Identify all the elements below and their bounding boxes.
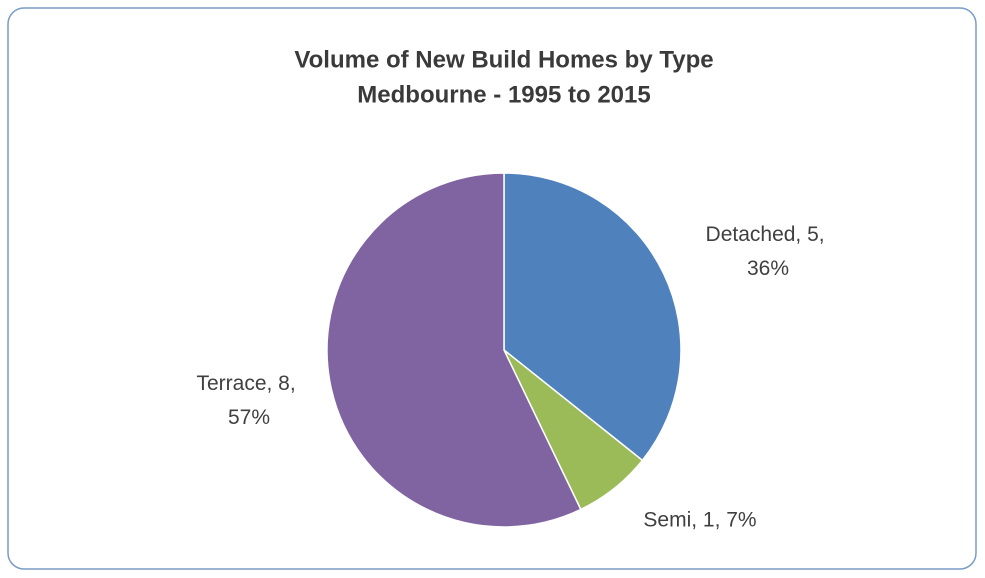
pie-slice <box>503 172 682 462</box>
data-label-line: 36% <box>747 257 789 280</box>
data-label: Detached, 5, 36% <box>706 223 831 280</box>
chart-title: Volume of New Build Homes by Type <box>294 46 713 73</box>
data-label: Terrace, 8, 57% <box>196 372 301 429</box>
pie-slice <box>326 172 582 528</box>
chart-subtitle: Medbourne - 1995 to 2015 <box>357 81 650 108</box>
data-label: Semi, 1, 7% <box>643 509 756 532</box>
data-label-line: Detached, 5, <box>706 223 831 246</box>
data-label-line: 57% <box>228 406 270 429</box>
data-label-line: Terrace, 8, <box>196 372 301 395</box>
